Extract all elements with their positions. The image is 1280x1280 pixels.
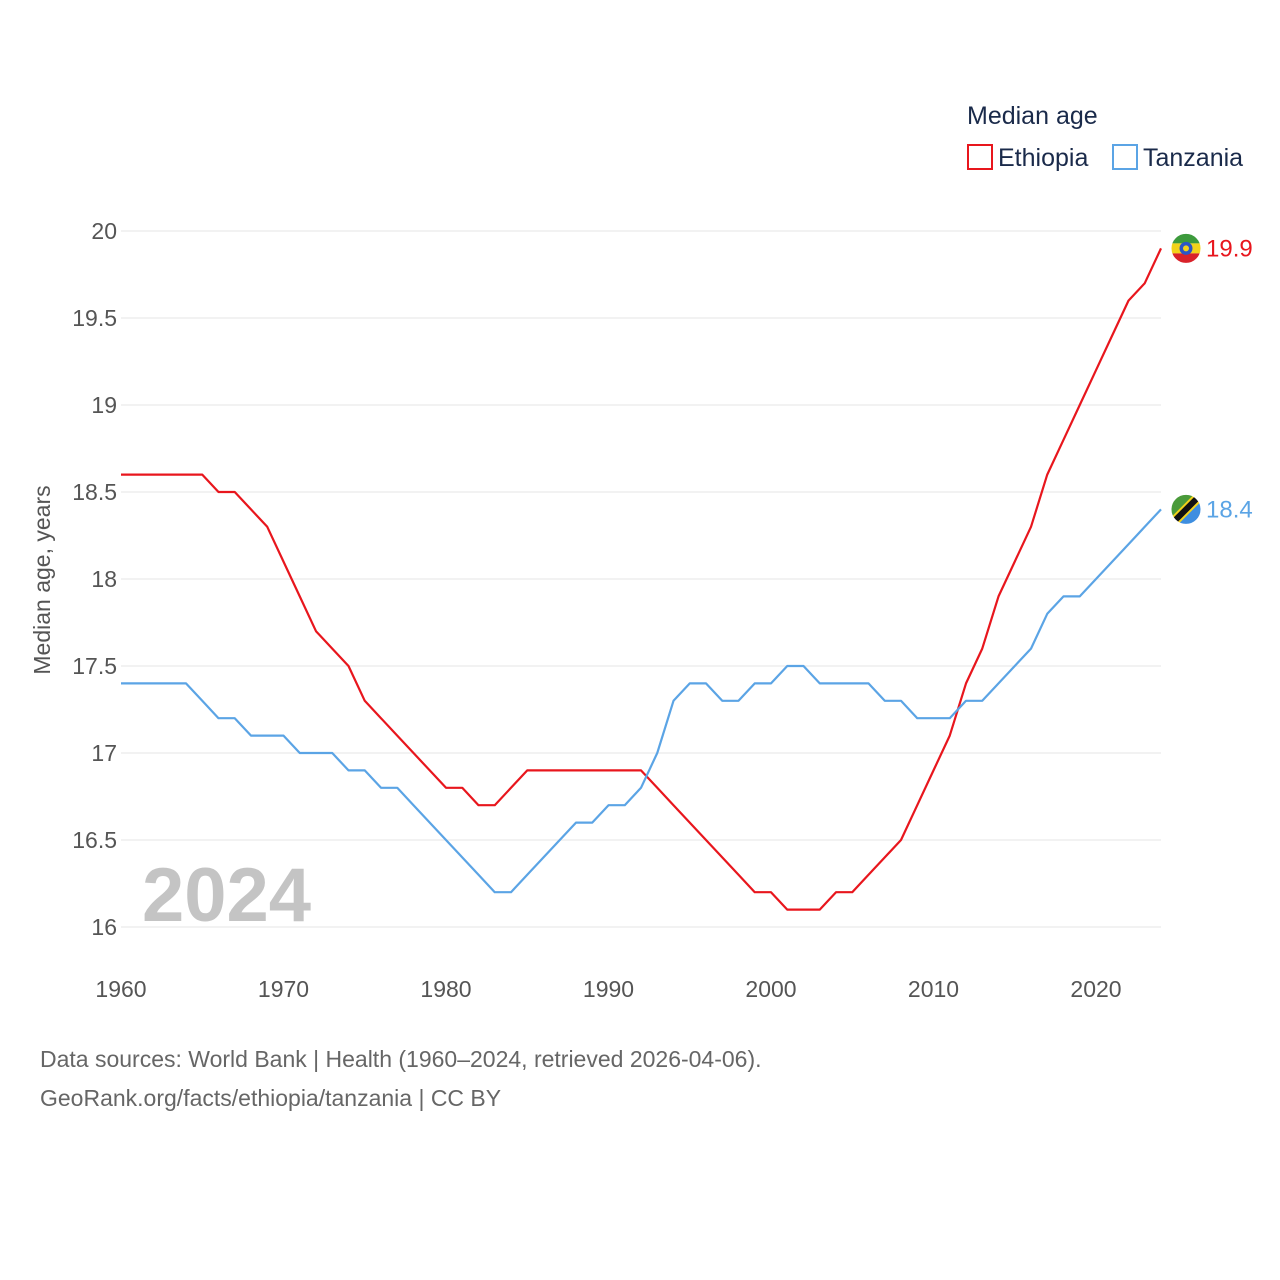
series-end-markers: 19.9 18.4 [1170,232,1253,525]
y-axis-label: Median age, years [29,485,55,674]
tanzania-flag-icon [1170,493,1202,525]
end-value-label-tanzania: 18.4 [1206,496,1253,523]
x-tick-label: 1980 [420,976,471,1002]
x-axis-ticks: 1960 1970 1980 1990 2000 2010 2020 [95,976,1121,1002]
y-tick-label: 18.5 [72,479,117,505]
x-tick-label: 1960 [95,976,146,1002]
legend-item-tanzania[interactable]: Tanzania [1112,144,1243,172]
series-line-tanzania[interactable] [121,508,1162,894]
y-tick-label: 20 [91,218,117,244]
legend-title: Median age [967,102,1098,130]
ethiopia-flag-icon [1170,232,1202,264]
x-tick-label: 2020 [1070,976,1121,1002]
y-tick-label: 16.5 [72,827,117,853]
legend-item-ethiopia[interactable]: Ethiopia [967,144,1088,172]
y-tick-label: 19 [91,392,117,418]
x-tick-label: 1970 [258,976,309,1002]
y-tick-label: 16 [91,914,117,940]
legend-label-tanzania: Tanzania [1143,144,1243,172]
legend-label-ethiopia: Ethiopia [998,144,1088,172]
legend-swatch-ethiopia [967,144,993,170]
x-tick-label: 2010 [908,976,959,1002]
y-tick-label: 18 [91,566,117,592]
year-watermark: 2024 [142,853,311,938]
grid-lines [121,230,1161,928]
y-tick-label: 17.5 [72,653,117,679]
y-tick-label: 17 [91,740,117,766]
data-source-note: Data sources: World Bank | Health (1960–… [40,1046,762,1072]
y-axis-ticks: 16 16.5 17 17.5 18 18.5 19 19.5 20 [72,218,117,940]
legend: Median age Ethiopia Tanzania [967,102,1243,172]
series-lines [121,247,1162,911]
y-tick-label: 19.5 [72,305,117,331]
x-tick-label: 2000 [745,976,796,1002]
end-value-label-ethiopia: 19.9 [1206,235,1253,262]
series-line-ethiopia[interactable] [121,247,1162,911]
legend-swatch-tanzania [1112,144,1138,170]
x-tick-label: 1990 [583,976,634,1002]
source-url: GeoRank.org/facts/ethiopia/tanzania | CC… [40,1085,502,1111]
